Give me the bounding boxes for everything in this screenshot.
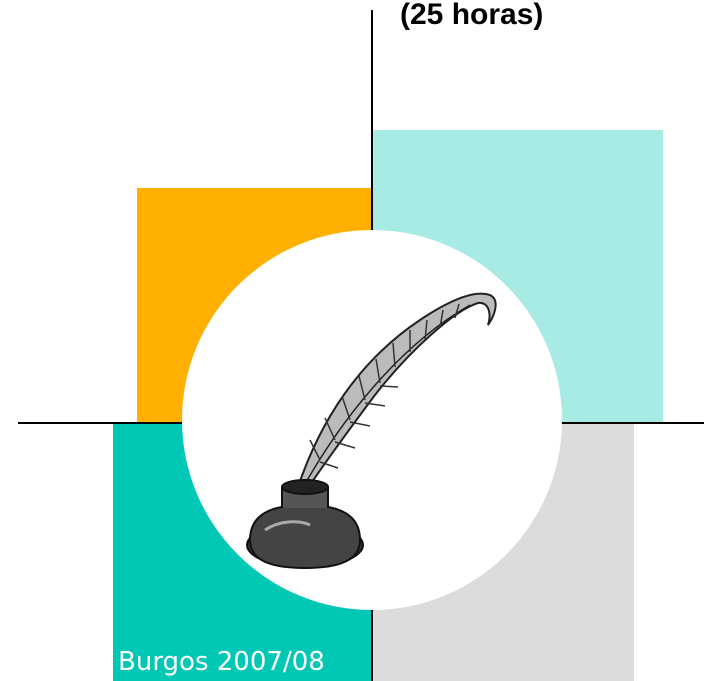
page: (25 horas) Burgos 2007/08 (() => { const… xyxy=(0,0,704,681)
emblem-circle xyxy=(182,230,562,610)
cover: (25 horas) Burgos 2007/08 xyxy=(0,0,704,681)
place-year: Burgos 2007/08 xyxy=(118,647,325,677)
subtitle: (25 horas) xyxy=(400,0,543,31)
